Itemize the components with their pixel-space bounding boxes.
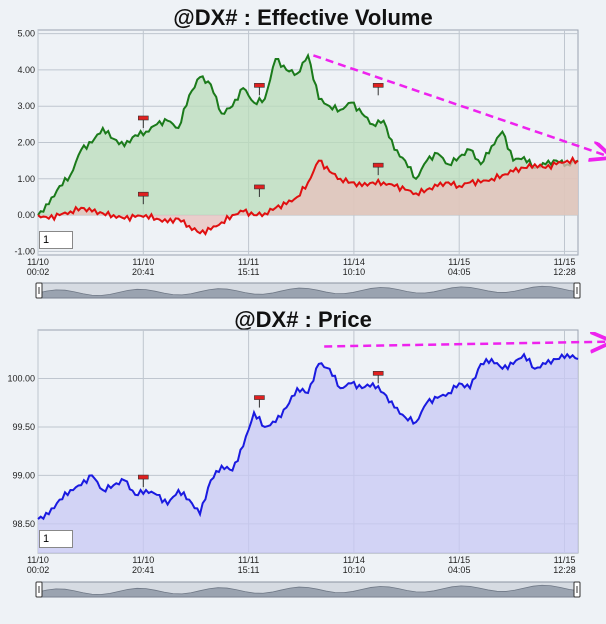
y-tick-label: 98.50 [12,519,35,529]
y-tick-label: -1.00 [14,246,35,256]
trend-arrow [324,342,606,347]
x-tick-time: 10:10 [343,267,366,277]
y-tick-label: 99.50 [12,422,35,432]
series-line-0 [37,352,579,521]
x-tick-time: 12:28 [553,565,576,575]
x-tick-time: 00:02 [27,267,50,277]
x-tick-date: 11/14 [343,257,365,267]
series-line-0 [37,52,579,216]
x-tick-time: 00:02 [27,565,50,575]
event-marker-flag [372,83,384,88]
series-area-1 [38,157,578,234]
x-tick-time: 04:05 [448,565,471,575]
series-line-1 [37,155,579,236]
event-marker-flag [372,162,384,168]
event-marker-flag [138,115,149,121]
x-tick-date: 11/10 [132,555,154,565]
x-tick-date: 11/15 [554,257,576,267]
x-tick-date: 11/15 [554,555,576,565]
chart-title-effective-volume: @DX# : Effective Volume [173,5,433,30]
x-tick-time: 15:11 [238,267,260,277]
x-tick-date: 11/11 [238,257,259,267]
x-tick-time: 20:41 [132,565,155,575]
y-tick-label: 1.00 [17,174,35,184]
scrollbar-preview [37,285,579,299]
x-tick-time: 12:28 [553,267,576,277]
period-input-volume[interactable]: 1 [39,231,73,249]
x-tick-time: 04:05 [448,267,471,277]
y-tick-label: 3.00 [17,101,35,111]
y-tick-label: 4.00 [17,65,35,75]
x-tick-date: 11/14 [343,555,365,565]
x-tick-date: 11/10 [27,257,49,267]
x-tick-date: 11/10 [27,555,49,565]
chart-title-price: @DX# : Price [234,307,372,332]
series-area-0 [38,354,578,553]
y-tick-label: 100.00 [7,373,35,383]
y-tick-label: 5.00 [17,29,35,39]
event-marker-flag [254,83,265,88]
y-tick-label: 99.00 [12,470,35,480]
event-marker-flag [254,395,265,400]
event-marker-flag [254,184,265,190]
series-area-0 [38,55,578,216]
trend-arrow [312,54,606,157]
x-tick-date: 11/10 [132,257,154,267]
y-tick-label: 0.00 [17,210,35,220]
x-tick-time: 20:41 [132,267,155,277]
event-marker-flag [138,191,149,197]
y-tick-label: 2.00 [17,138,35,148]
x-tick-date: 11/11 [238,555,259,565]
event-marker-flag [372,371,384,376]
x-tick-time: 15:11 [238,565,260,575]
scrollbar-preview [37,584,579,598]
x-tick-date: 11/15 [448,555,470,565]
x-tick-time: 10:10 [343,565,366,575]
x-tick-date: 11/15 [448,257,470,267]
period-input-price[interactable]: 1 [39,530,73,548]
event-marker-flag [138,474,149,480]
